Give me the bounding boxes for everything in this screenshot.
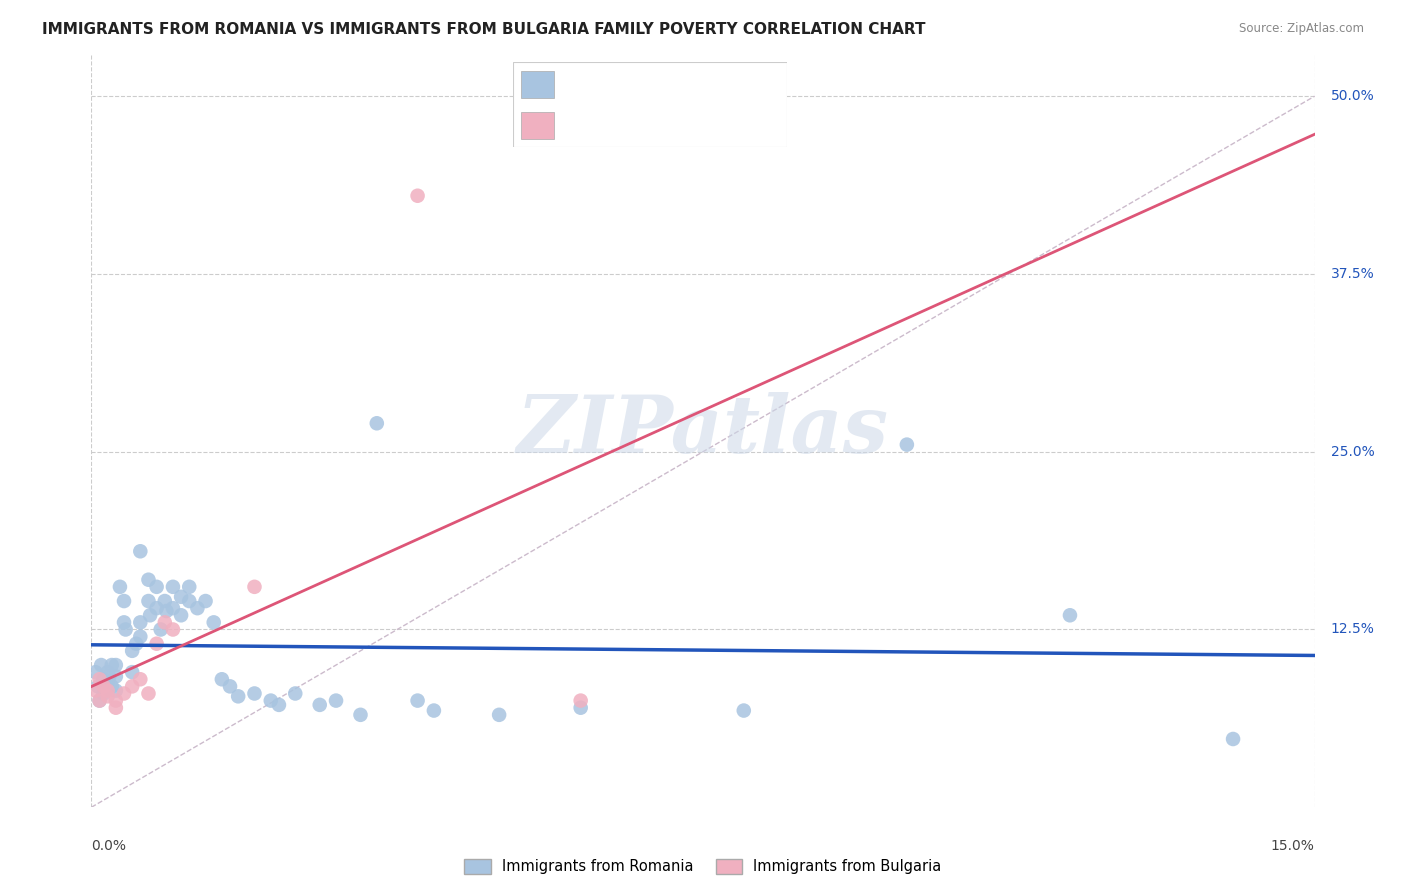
Point bbox=[145, 580, 167, 594]
Point bbox=[101, 658, 124, 673]
Point bbox=[162, 623, 184, 637]
Point bbox=[112, 686, 135, 700]
Text: 25.0%: 25.0% bbox=[1331, 445, 1375, 458]
Point bbox=[1059, 608, 1081, 623]
Point bbox=[219, 679, 242, 693]
Point bbox=[112, 615, 135, 630]
Text: 50.0%: 50.0% bbox=[1331, 89, 1375, 103]
Point bbox=[84, 683, 107, 698]
Point bbox=[267, 698, 290, 712]
Bar bbox=[522, 71, 554, 98]
Point bbox=[104, 669, 127, 683]
Point bbox=[125, 637, 148, 651]
Point bbox=[211, 673, 233, 687]
Point bbox=[129, 544, 152, 558]
Point bbox=[93, 673, 115, 687]
Text: Source: ZipAtlas.com: Source: ZipAtlas.com bbox=[1239, 22, 1364, 36]
Point bbox=[162, 601, 184, 615]
Point bbox=[569, 700, 592, 714]
Point bbox=[153, 594, 176, 608]
Point bbox=[93, 679, 115, 693]
Text: 61: 61 bbox=[713, 77, 733, 92]
Point bbox=[406, 188, 429, 202]
Point bbox=[488, 707, 510, 722]
Text: 37.5%: 37.5% bbox=[1331, 267, 1375, 281]
Point bbox=[89, 693, 111, 707]
Point bbox=[406, 693, 429, 707]
Text: N =: N = bbox=[672, 118, 704, 133]
Point bbox=[108, 580, 131, 594]
Point bbox=[284, 686, 307, 700]
Point bbox=[138, 594, 160, 608]
Point bbox=[104, 683, 127, 698]
Point bbox=[104, 693, 127, 707]
Point bbox=[138, 686, 160, 700]
Point bbox=[121, 665, 143, 680]
Point bbox=[139, 608, 162, 623]
Text: IMMIGRANTS FROM ROMANIA VS IMMIGRANTS FROM BULGARIA FAMILY POVERTY CORRELATION C: IMMIGRANTS FROM ROMANIA VS IMMIGRANTS FR… bbox=[42, 22, 925, 37]
Text: R =: R = bbox=[565, 77, 596, 92]
Point bbox=[733, 704, 755, 718]
Point bbox=[260, 693, 283, 707]
Point bbox=[89, 673, 111, 687]
Point bbox=[170, 608, 193, 623]
Point bbox=[93, 686, 115, 700]
Legend: Immigrants from Romania, Immigrants from Bulgaria: Immigrants from Romania, Immigrants from… bbox=[458, 853, 948, 880]
Point bbox=[194, 594, 217, 608]
Point bbox=[170, 590, 193, 604]
Point bbox=[179, 580, 201, 594]
Point bbox=[94, 679, 117, 693]
Text: ZIPatlas: ZIPatlas bbox=[517, 392, 889, 469]
Text: 18: 18 bbox=[713, 118, 733, 133]
Point bbox=[98, 669, 121, 683]
Point bbox=[129, 630, 152, 644]
Point bbox=[121, 644, 143, 658]
Point bbox=[84, 665, 107, 680]
Point bbox=[226, 690, 249, 704]
Point bbox=[129, 673, 152, 687]
Point bbox=[121, 679, 143, 693]
Point bbox=[896, 437, 918, 451]
Text: 0.675: 0.675 bbox=[603, 118, 645, 133]
Point bbox=[104, 658, 127, 673]
Point bbox=[325, 693, 347, 707]
Point bbox=[366, 417, 388, 431]
Text: N =: N = bbox=[672, 77, 704, 92]
Point bbox=[179, 594, 201, 608]
Point bbox=[1222, 731, 1244, 746]
Point bbox=[202, 615, 225, 630]
Point bbox=[87, 679, 110, 693]
Text: 0.283: 0.283 bbox=[603, 77, 645, 92]
Point bbox=[112, 594, 135, 608]
Point bbox=[114, 623, 136, 637]
Point bbox=[90, 658, 112, 673]
Point bbox=[569, 693, 592, 707]
Point bbox=[129, 615, 152, 630]
Point bbox=[145, 637, 167, 651]
Point bbox=[243, 686, 266, 700]
Text: R =: R = bbox=[565, 118, 596, 133]
Point bbox=[89, 693, 111, 707]
Point bbox=[104, 700, 127, 714]
Point bbox=[97, 683, 120, 698]
Point bbox=[243, 580, 266, 594]
Point bbox=[308, 698, 330, 712]
Point bbox=[97, 675, 120, 690]
Point bbox=[155, 604, 177, 618]
Point bbox=[101, 679, 124, 693]
Point bbox=[186, 601, 208, 615]
Point bbox=[162, 580, 184, 594]
Point bbox=[153, 615, 176, 630]
Point bbox=[97, 690, 120, 704]
Point bbox=[149, 623, 172, 637]
Text: 12.5%: 12.5% bbox=[1331, 623, 1375, 637]
Point bbox=[423, 704, 446, 718]
Point bbox=[145, 601, 167, 615]
Point bbox=[349, 707, 371, 722]
Text: 15.0%: 15.0% bbox=[1271, 838, 1315, 853]
Text: 0.0%: 0.0% bbox=[91, 838, 127, 853]
Point bbox=[138, 573, 160, 587]
Point bbox=[97, 665, 120, 680]
Bar bbox=[522, 112, 554, 139]
